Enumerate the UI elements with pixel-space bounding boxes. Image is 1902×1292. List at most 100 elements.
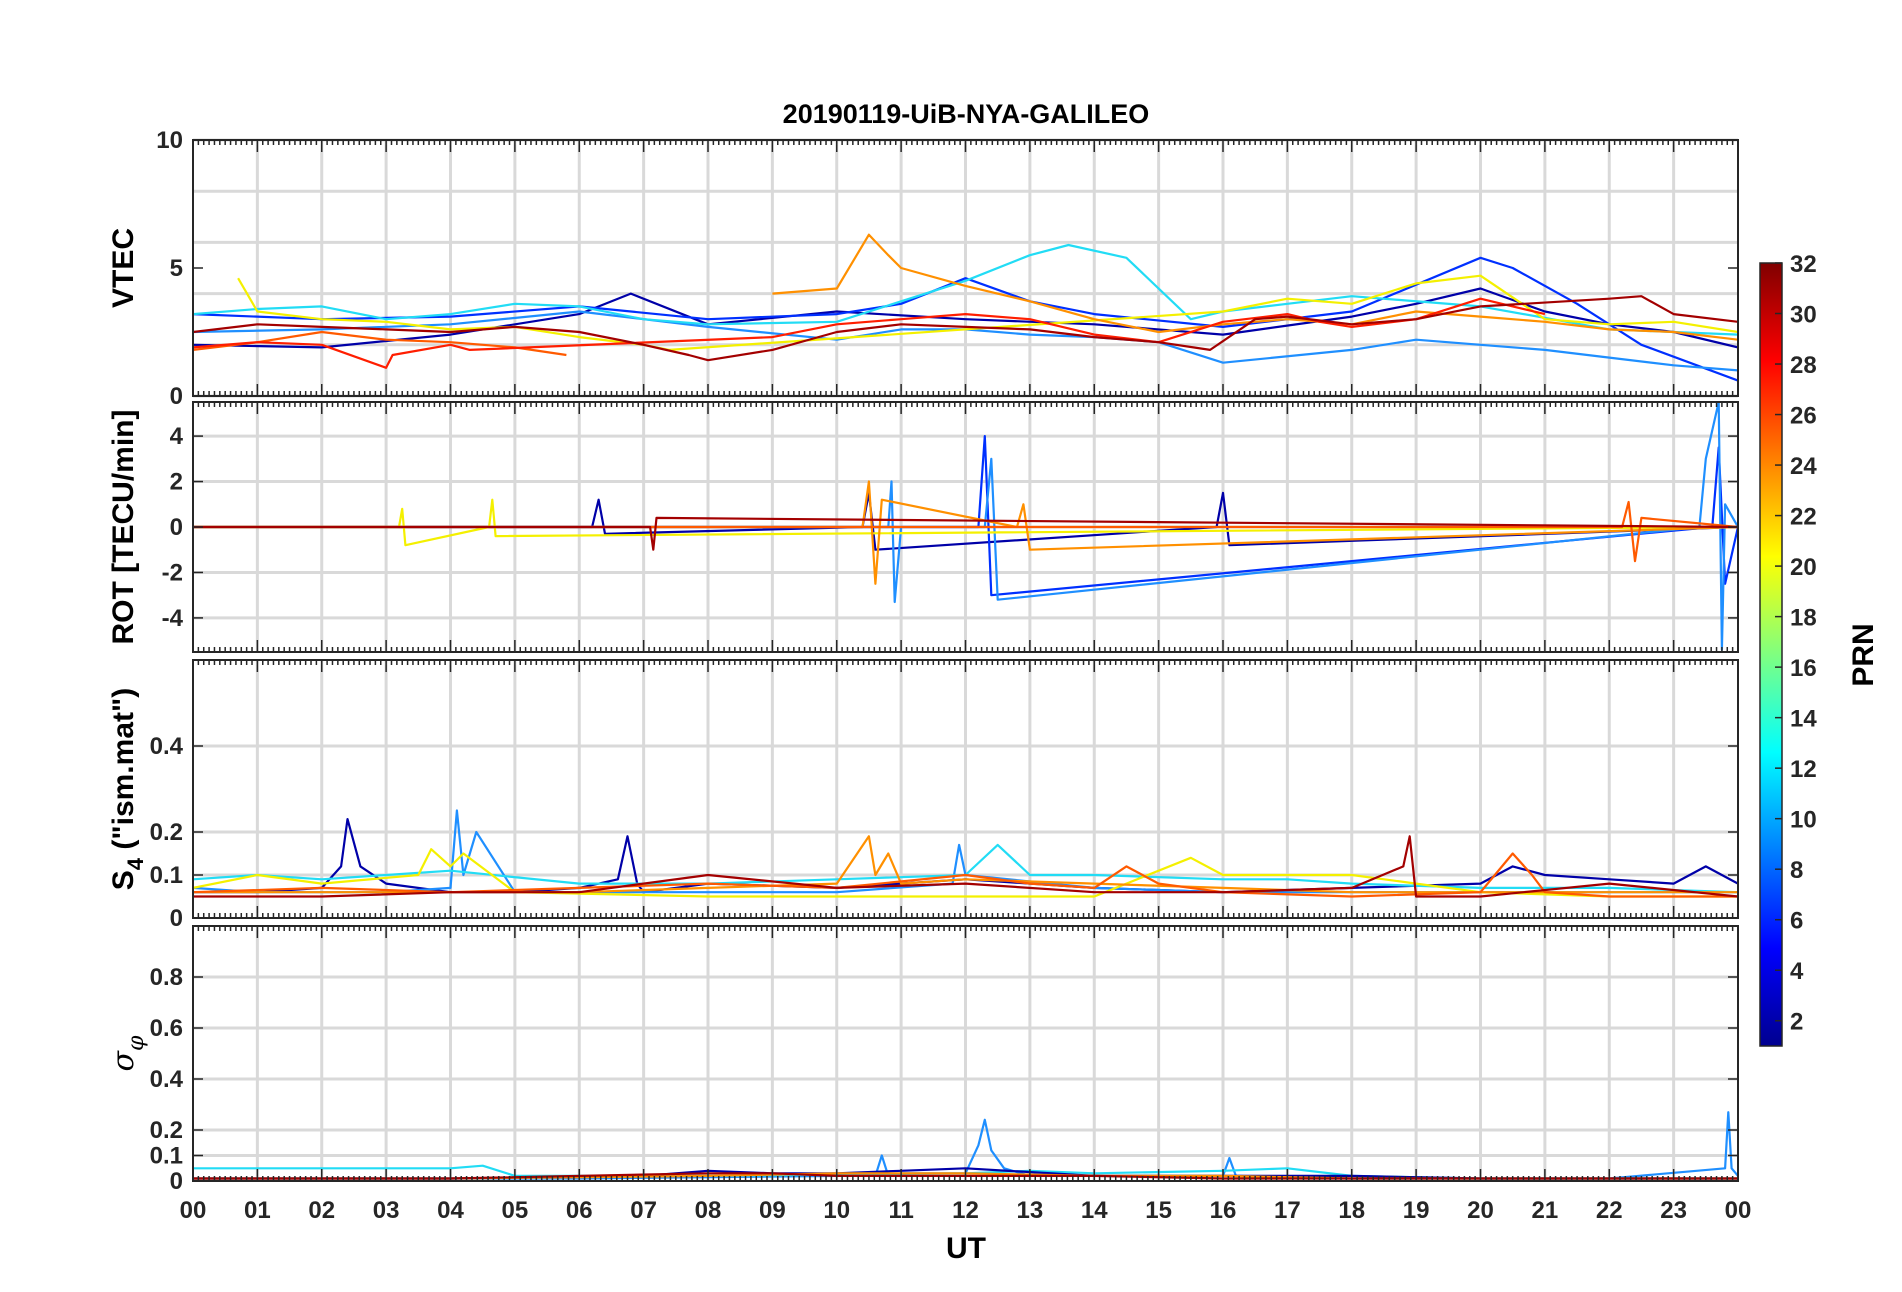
series-line-prn-26 — [193, 500, 1738, 563]
sigma-phi-panel: 0.8 0.6 0.4 0.20.10 σφ — [106, 925, 1739, 1195]
series-line-prn-28 — [193, 297, 1546, 369]
x-tick-label: 02 — [308, 1197, 335, 1224]
y-label-sub: 4 — [123, 857, 148, 870]
x-tick-label: 16 — [1210, 1197, 1237, 1224]
y-label-main: σ — [106, 1049, 141, 1071]
grid — [193, 138, 1738, 398]
colorbar-tick-label: 4 — [1790, 958, 1804, 985]
y-label-sub: φ — [124, 1035, 149, 1051]
colorbar-tick-label: 8 — [1790, 857, 1803, 884]
y-tick-label: 0 — [170, 514, 183, 541]
colorbar-tick-label: 12 — [1790, 756, 1817, 783]
x-tick-label: 09 — [759, 1197, 786, 1224]
x-tick-label: 21 — [1532, 1197, 1559, 1224]
colorbar: 32 30 28 26 24 22 20 18 16 14 12 10 8 6 4 2 PRN — [1759, 251, 1880, 1047]
figure-title: 20190119-UiB-NYA-GALILEO — [783, 99, 1150, 129]
x-tick-label: 06 — [566, 1197, 593, 1224]
x-tick-label: 01 — [244, 1197, 271, 1224]
x-tick-label: 15 — [1145, 1197, 1172, 1224]
y-axis-label: σφ — [106, 1035, 149, 1071]
y-tick-label: 0 — [170, 1168, 183, 1195]
colorbar-tick-label: 14 — [1790, 706, 1817, 733]
x-tick-label: 00 — [180, 1197, 207, 1224]
y-tick-label: 0.2 — [150, 819, 183, 846]
y-tick-label: 10 — [156, 127, 183, 154]
y-label-main: S — [107, 870, 140, 890]
y-tick-label: 0.4 — [150, 733, 184, 760]
x-tick-label: 18 — [1338, 1197, 1365, 1224]
series-line-prn-23 — [193, 480, 1738, 585]
series-line-prn-31 — [193, 295, 1738, 362]
colorbar-label: PRN — [1847, 623, 1880, 686]
vtec-panel: 10 5 0 VTEC — [107, 127, 1739, 410]
x-tick-label: 13 — [1017, 1197, 1044, 1224]
y-axis-label: VTEC — [107, 228, 140, 308]
colorbar-tick-label: 24 — [1790, 453, 1817, 480]
x-tick-label: 05 — [502, 1197, 529, 1224]
series-line-prn-31 — [193, 516, 1738, 551]
y-label-rest: ("ism.mat") — [107, 688, 140, 858]
x-tick-label: 20 — [1467, 1197, 1494, 1224]
x-tick-label: 03 — [373, 1197, 400, 1224]
colorbar-tick-label: 28 — [1790, 352, 1817, 379]
y-tick-label: 5 — [170, 255, 183, 282]
y-tick-label: -4 — [162, 605, 184, 632]
x-tick-label: 22 — [1596, 1197, 1623, 1224]
series-line-prn-9 — [193, 1111, 1738, 1180]
x-tick-label: 08 — [695, 1197, 722, 1224]
grid — [193, 926, 1738, 1181]
x-tick-label: 12 — [952, 1197, 979, 1224]
x-axis-label: UT — [946, 1232, 986, 1265]
x-tick-labels: 00 01 02 03 04 05 06 07 08 09 10 11 12 13 14 15 16 17 18 19… — [180, 1197, 1752, 1224]
x-tick-label: 23 — [1660, 1197, 1687, 1224]
x-tick-label: 00 — [1725, 1197, 1752, 1224]
y-tick-label: 0.6 — [150, 1015, 183, 1042]
y-tick-label: 2 — [170, 469, 183, 496]
colorbar-tick-label: 22 — [1790, 504, 1817, 531]
y-tick-label: 0.8 — [150, 964, 183, 991]
x-tick-label: 17 — [1274, 1197, 1301, 1224]
x-tick-label: 14 — [1081, 1197, 1108, 1224]
colorbar-tick-label: 2 — [1790, 1009, 1803, 1036]
y-tick-label: 0 — [170, 383, 183, 410]
x-ticks-marks — [192, 140, 1739, 396]
series-line-prn-31 — [193, 835, 1738, 898]
rot-panel: 4 2 0 -2 -4 ROT [TECU/min] — [107, 401, 1739, 653]
series-line-prn-20 — [193, 848, 1738, 898]
s4-panel: 0.4 0.2 0.1 0 S4 ("ism.mat") — [107, 659, 1739, 932]
series-group — [193, 402, 1738, 651]
series-line-prn-11 — [193, 243, 1738, 336]
colorbar-tick-labels: 32 30 28 26 24 22 20 18 16 14 12 10 8 6 4 2 — [1775, 251, 1817, 1036]
series-line-prn-26 — [193, 852, 1738, 898]
series-line-prn-20 — [193, 498, 1738, 547]
colorbar-tick-label: 18 — [1790, 605, 1817, 632]
series-group — [193, 809, 1738, 898]
series-line-prn-23 — [772, 233, 1738, 341]
y-tick-label: -2 — [162, 559, 183, 586]
x-tick-label: 07 — [630, 1197, 657, 1224]
x-tick-label: 04 — [437, 1197, 464, 1224]
y-tick-label: 0.1 — [150, 1143, 183, 1170]
y-tick-label: 0.1 — [150, 862, 183, 889]
y-tick-label: 0.4 — [150, 1066, 184, 1093]
x-tick-label: 11 — [888, 1197, 913, 1224]
x-ticks-marks — [192, 660, 1739, 918]
colorbar-tick-label: 26 — [1790, 403, 1817, 430]
colorbar-tick-label: 10 — [1790, 807, 1817, 834]
x-ticks-marks — [192, 926, 1739, 1181]
y-tick-label: 0.2 — [150, 1117, 183, 1144]
colorbar-tick-label: 6 — [1790, 908, 1803, 935]
y-tick-label: 4 — [170, 423, 184, 450]
series-group — [193, 233, 1738, 382]
colorbar-tick-label: 16 — [1790, 655, 1817, 682]
x-tick-label: 19 — [1403, 1197, 1430, 1224]
x-ticks-marks — [192, 402, 1739, 652]
y-tick-label: 0 — [170, 905, 183, 932]
series-line-prn-11 — [193, 843, 1738, 894]
colorbar-gradient — [1759, 262, 1783, 1047]
colorbar-tick-label: 32 — [1790, 251, 1817, 278]
series-line-prn-20 — [237, 274, 1738, 351]
y-axis-label: ROT [TECU/min] — [107, 410, 140, 645]
x-tick-label: 10 — [823, 1197, 850, 1224]
